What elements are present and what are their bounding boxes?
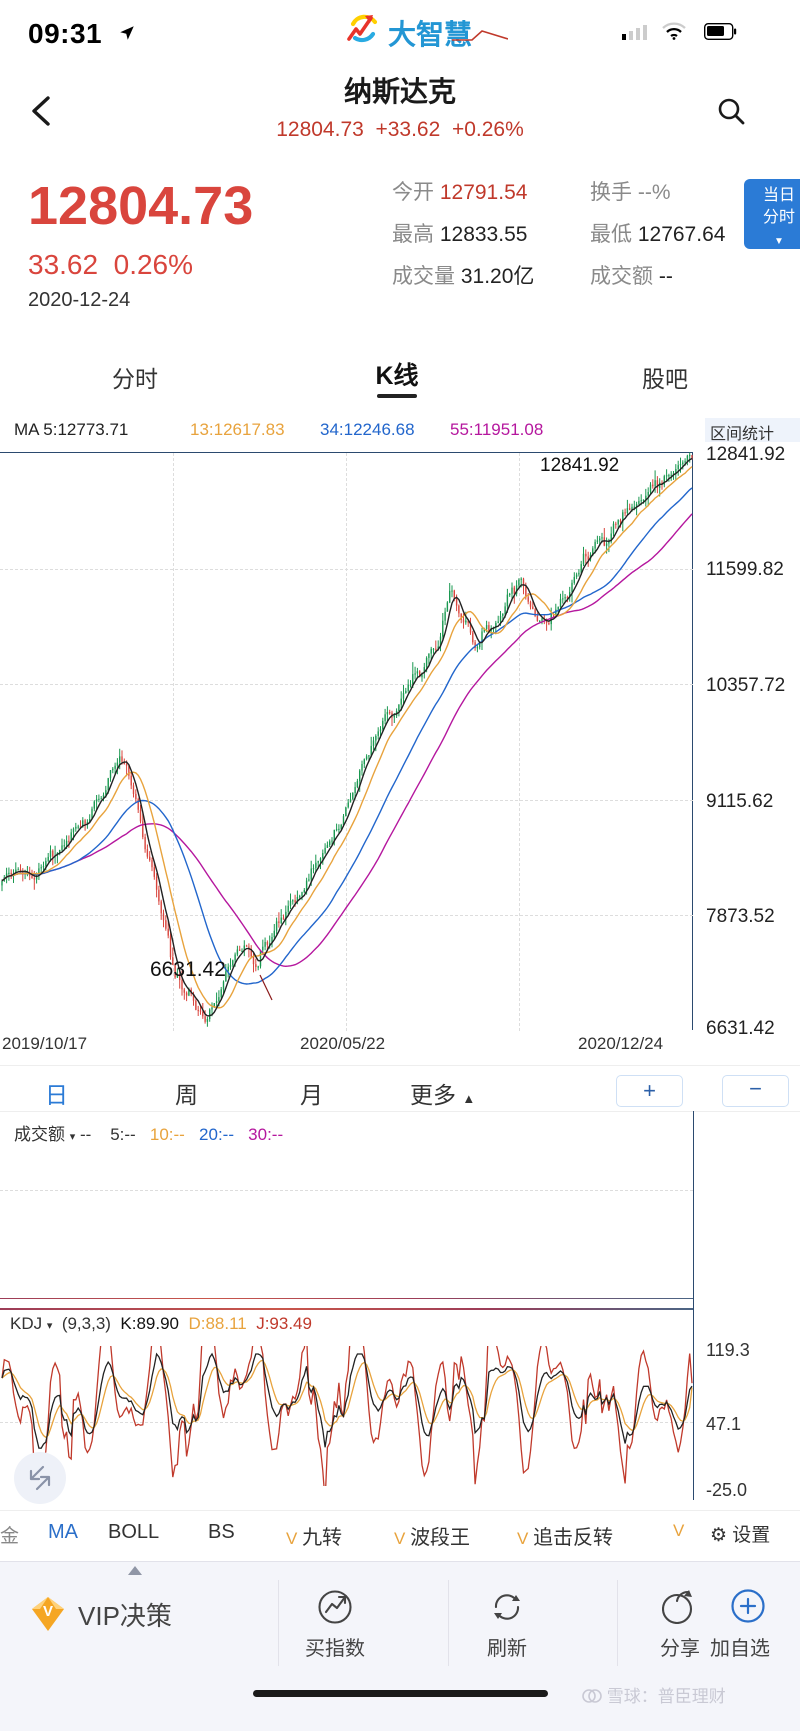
svg-text:V: V [43, 1603, 53, 1620]
